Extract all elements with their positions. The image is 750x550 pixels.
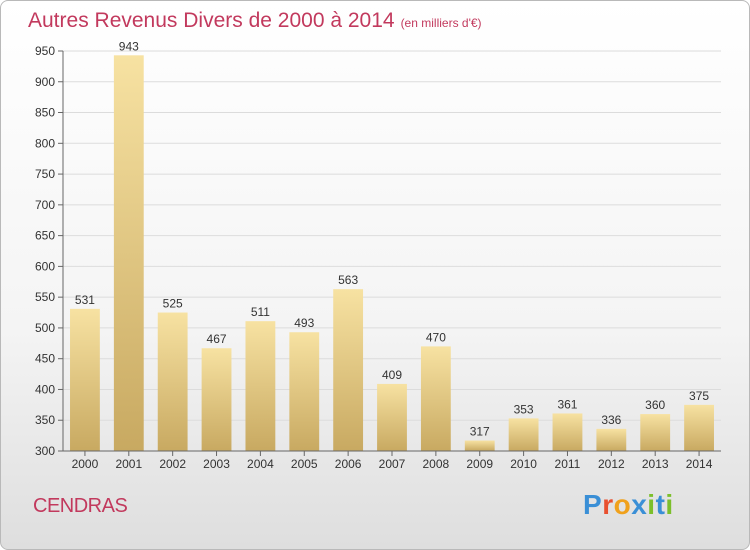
bar bbox=[245, 321, 276, 451]
bar-value-label: 360 bbox=[645, 398, 665, 412]
bar bbox=[420, 346, 451, 451]
brand-letter: t bbox=[655, 489, 666, 520]
chart-title-unit: (en milliers d'€) bbox=[400, 16, 482, 30]
x-tick-label: 2009 bbox=[466, 457, 493, 471]
bar bbox=[552, 413, 583, 451]
y-axis: 300 350 400 450 500 550 600 650 700 750 800 850 900 9… bbox=[35, 44, 64, 458]
x-tick-label: 2002 bbox=[159, 457, 186, 471]
x-tick-label: 2014 bbox=[686, 457, 713, 471]
bar-value-label: 493 bbox=[294, 316, 314, 330]
y-tick-label: 300 bbox=[35, 444, 55, 458]
bar bbox=[113, 55, 144, 452]
brand-letter: P bbox=[583, 489, 603, 520]
x-tick-label: 2008 bbox=[423, 457, 450, 471]
bar bbox=[464, 440, 495, 451]
x-tick-label: 2006 bbox=[335, 457, 362, 471]
x-tick-label: 2010 bbox=[510, 457, 537, 471]
bar bbox=[377, 383, 407, 451]
bar-value-label: 525 bbox=[163, 297, 183, 311]
bar-value-label: 531 bbox=[75, 293, 95, 307]
bar bbox=[70, 308, 100, 451]
x-tick-label: 2007 bbox=[379, 457, 406, 471]
y-tick-label: 800 bbox=[35, 136, 55, 150]
x-tick-label: 2000 bbox=[72, 457, 99, 471]
chart-title: Autres Revenus Divers de 2000 à 2014 (en … bbox=[28, 9, 482, 33]
brand-letter: i bbox=[665, 489, 674, 520]
y-tick-label: 950 bbox=[35, 44, 55, 58]
chart-title-main: Autres Revenus Divers de 2000 à 2014 bbox=[28, 9, 395, 32]
x-tick-label: 2012 bbox=[598, 457, 625, 471]
brand-letter: x bbox=[631, 489, 648, 520]
bar bbox=[289, 332, 320, 451]
brand-letter: o bbox=[613, 489, 632, 520]
y-tick-label: 350 bbox=[35, 413, 55, 427]
bar bbox=[684, 404, 714, 451]
brand-letter: i bbox=[647, 489, 656, 520]
x-tick-label: 2003 bbox=[203, 457, 230, 471]
commune-name: CENDRAS bbox=[33, 495, 128, 517]
bar bbox=[596, 428, 627, 451]
y-tick-label: 600 bbox=[35, 259, 55, 273]
y-tick-label: 500 bbox=[35, 321, 55, 335]
bar bbox=[201, 348, 232, 451]
x-tick-label: 2001 bbox=[115, 457, 142, 471]
bar-value-label: 470 bbox=[426, 330, 446, 344]
bar-value-label: 409 bbox=[382, 368, 402, 382]
brand-letter: r bbox=[602, 489, 614, 520]
y-tick-label: 750 bbox=[35, 167, 55, 181]
bar-value-label: 563 bbox=[338, 273, 358, 287]
bar-value-label: 943 bbox=[119, 39, 139, 53]
y-tick-label: 850 bbox=[35, 106, 55, 120]
bar-value-label: 336 bbox=[601, 413, 621, 427]
bar bbox=[640, 414, 671, 451]
y-tick-label: 700 bbox=[35, 198, 55, 212]
bar-value-label: 317 bbox=[470, 425, 490, 439]
x-tick-label: 2013 bbox=[642, 457, 669, 471]
y-tick-label: 550 bbox=[35, 290, 55, 304]
brand-logo: Proxiti bbox=[583, 489, 674, 521]
y-tick-label: 650 bbox=[35, 229, 55, 243]
y-tick-label: 900 bbox=[35, 75, 55, 89]
bar-value-label: 361 bbox=[557, 397, 577, 411]
bar bbox=[508, 418, 539, 451]
bar-value-label: 375 bbox=[689, 389, 709, 403]
y-tick-label: 450 bbox=[35, 352, 55, 366]
x-tick-label: 2011 bbox=[555, 457, 581, 471]
bar-value-label: 353 bbox=[514, 402, 534, 416]
x-tick-label: 2004 bbox=[247, 457, 274, 471]
bar-value-label: 467 bbox=[207, 332, 227, 346]
y-tick-label: 400 bbox=[35, 382, 55, 396]
bars: 531 943 525 467 511 493 563 409 470 317 353 361 336 3… bbox=[70, 39, 714, 452]
bar bbox=[157, 312, 188, 451]
x-axis: 2000 2001 2002 2003 2004 2005 2006 2007 2008 2009… bbox=[63, 450, 721, 471]
bar bbox=[333, 289, 364, 451]
bar-value-label: 511 bbox=[251, 305, 270, 319]
x-tick-label: 2005 bbox=[291, 457, 318, 471]
